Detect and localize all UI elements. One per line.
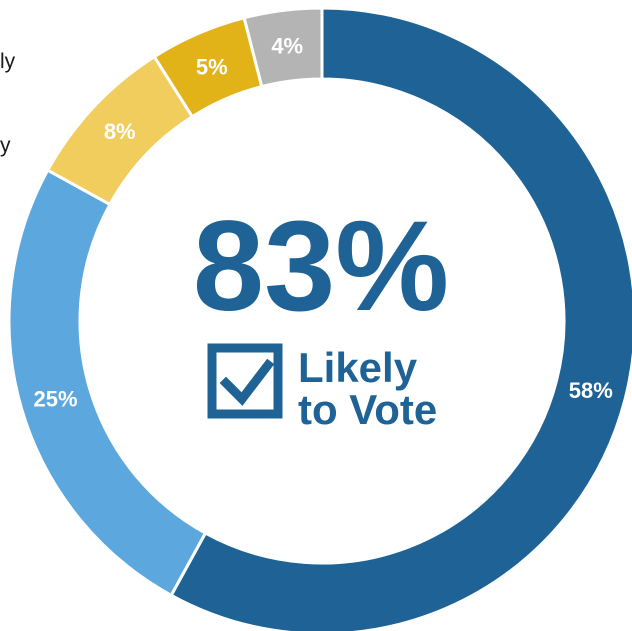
cropped-legend-text-2: y (0, 134, 11, 157)
slice-label-5: 5% (196, 54, 228, 79)
cropped-legend-text-1: ly (0, 50, 16, 73)
donut-slice-25 (7, 168, 208, 598)
donut-slice-4 (242, 6, 324, 89)
center-percent-value: 83% (193, 195, 449, 338)
slice-label-4: 4% (271, 34, 303, 59)
center-label-line1: Likely (298, 344, 418, 391)
donut-slices (7, 6, 632, 631)
donut-slice-58 (169, 6, 632, 631)
donut-slice-labels: 58% 25% 8% 5% 4% (33, 34, 612, 412)
slice-label-58: 58% (569, 378, 613, 403)
checkbox-checked-icon (207, 343, 283, 419)
center-label-line2: to Vote (298, 386, 437, 433)
slice-label-25: 25% (33, 386, 77, 411)
slice-label-8: 8% (104, 119, 136, 144)
